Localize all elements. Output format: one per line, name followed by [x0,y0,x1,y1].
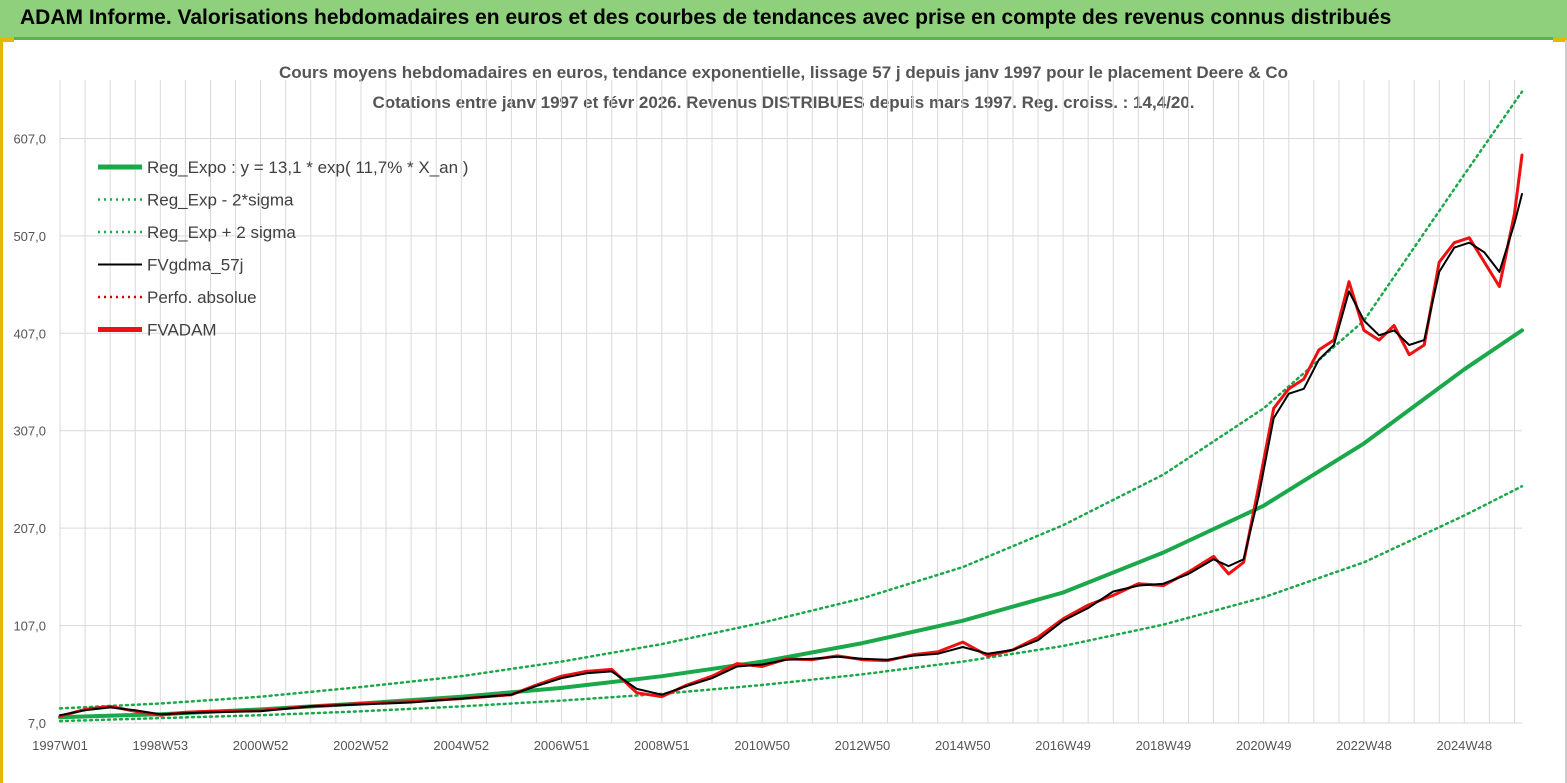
legend-label: Reg_Exp - 2*sigma [147,191,294,210]
legend-label: FVADAM [147,321,217,340]
legend-label: FVgdma_57j [147,256,243,275]
banner-corner-right [1553,37,1567,42]
x-tick-label: 2022W48 [1336,738,1392,753]
x-tick-label: 2002W52 [333,738,389,753]
x-tick-label: 2020W49 [1236,738,1292,753]
x-tick-label: 2006W51 [534,738,590,753]
x-tick-label: 2004W52 [433,738,489,753]
y-tick-label: 7,0 [28,716,46,731]
chart-subtitle: Cotations entre janv 1997 et févr 2026. … [372,93,1195,112]
chart-frame [0,40,1567,783]
x-tick-label: 1997W01 [32,738,88,753]
x-tick-label: 1998W53 [132,738,188,753]
report-title-banner: ADAM Informe. Valorisations hebdomadaire… [0,0,1567,40]
y-tick-label: 507,0 [13,229,46,244]
x-tick-label: 2000W52 [233,738,289,753]
y-tick-label: 207,0 [13,521,46,536]
series-line [58,90,1524,710]
y-tick-label: 307,0 [13,424,46,439]
y-tick-label: 107,0 [13,619,46,634]
y-tick-label: 607,0 [13,131,46,146]
x-tick-label: 2014W50 [935,738,991,753]
x-tick-label: 2024W48 [1436,738,1492,753]
series-line [59,193,1523,717]
x-tick-label: 2016W49 [1035,738,1091,753]
x-tick-label: 2010W50 [734,738,790,753]
x-tick-label: 2012W50 [835,738,891,753]
legend-label: Reg_Exp + 2 sigma [147,223,296,242]
x-tick-label: 2008W51 [634,738,690,753]
chart-title: Cours moyens hebdomadaires en euros, ten… [278,63,1288,82]
legend-label: Perfo. absolue [147,288,257,307]
y-tick-label: 407,0 [13,326,46,341]
report-title: ADAM Informe. Valorisations hebdomadaire… [20,6,1392,29]
x-tick-label: 2018W49 [1136,738,1192,753]
legend-label: Reg_Expo : y = 13,1 * exp( 11,7% * X_an … [147,158,468,177]
series-line [58,485,1524,723]
banner-corner-left [0,37,14,42]
